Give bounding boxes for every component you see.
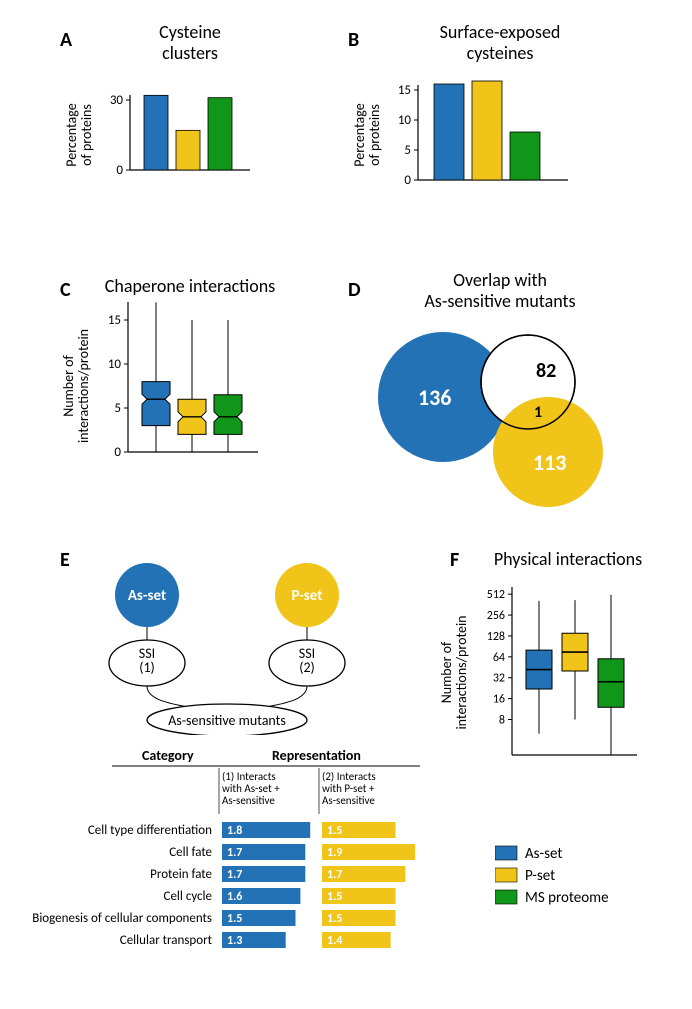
- svg-text:1.5: 1.5: [327, 890, 342, 904]
- svg-text:1.5: 1.5: [327, 824, 342, 838]
- svg-text:Cell cycle: Cell cycle: [164, 889, 212, 904]
- svg-text:Biogenesis of cellular compone: Biogenesis of cellular components: [32, 911, 212, 926]
- svg-text:1.7: 1.7: [327, 868, 342, 882]
- panel-d-label: D: [348, 278, 361, 302]
- svg-text:MS proteome: MS proteome: [525, 889, 609, 907]
- svg-text:SSI(1): SSI(1): [139, 645, 155, 676]
- svg-text:Cell fate: Cell fate: [169, 845, 212, 860]
- svg-text:1.7: 1.7: [227, 868, 242, 882]
- svg-text:1.9: 1.9: [327, 846, 342, 860]
- panel-a-label: A: [60, 28, 72, 52]
- svg-text:1: 1: [534, 403, 542, 422]
- svg-text:Category: Category: [142, 747, 194, 764]
- svg-text:5: 5: [114, 401, 121, 416]
- panel-a-title: Cysteineclusters: [120, 22, 260, 63]
- svg-text:SSI(2): SSI(2): [299, 645, 315, 676]
- svg-text:15: 15: [108, 313, 121, 328]
- svg-text:7: 7: [491, 368, 500, 390]
- svg-text:Cell type differentiation: Cell type differentiation: [88, 823, 212, 838]
- svg-text:15: 15: [398, 83, 411, 98]
- svg-text:64: 64: [493, 651, 505, 665]
- svg-text:1.5: 1.5: [227, 912, 242, 926]
- panel-e-label: E: [60, 548, 70, 572]
- svg-text:30: 30: [110, 93, 124, 108]
- svg-text:(1) Interactswith As-set +As-s: (1) Interactswith As-set +As-sensitive: [222, 770, 280, 807]
- svg-text:82: 82: [536, 359, 556, 383]
- svg-text:113: 113: [533, 449, 566, 476]
- panel-e-table: Category Representation (1) Interactswith …: [22, 742, 442, 992]
- panel-d-title: Overlap withAs-sensitive mutants: [385, 270, 615, 311]
- svg-text:10: 10: [108, 357, 122, 372]
- svg-text:32: 32: [493, 672, 505, 686]
- svg-text:136: 136: [418, 384, 451, 411]
- svg-text:P-set: P-set: [292, 587, 323, 605]
- svg-text:1.3: 1.3: [227, 934, 242, 948]
- svg-text:8: 8: [499, 713, 505, 727]
- panel-e-diagram: As-set P-set SSI(1) SSI(2) As-sensitive muta…: [72, 555, 392, 735]
- svg-text:As-set: As-set: [525, 845, 562, 863]
- svg-text:1.6: 1.6: [227, 890, 242, 904]
- svg-text:0: 0: [404, 173, 411, 188]
- svg-text:Percentageof proteins: Percentageof proteins: [63, 103, 95, 166]
- svg-text:16: 16: [493, 693, 505, 707]
- svg-text:0: 0: [116, 163, 123, 178]
- panel-b-label: B: [348, 28, 359, 52]
- svg-text:1.5: 1.5: [327, 912, 342, 926]
- svg-text:Number ofinteractions/protein: Number ofinteractions/protein: [60, 329, 92, 443]
- svg-text:As-sensitive mutants: As-sensitive mutants: [168, 712, 286, 729]
- svg-text:5: 5: [404, 143, 411, 158]
- svg-text:Number ofinteractions/protein: Number ofinteractions/protein: [440, 615, 470, 729]
- panel-c-title: Chaperone interactions: [80, 275, 300, 297]
- panel-b-title: Surface-exposedcysteines: [400, 22, 600, 63]
- panel-f-label: F: [450, 548, 459, 572]
- svg-text:Cellular transport: Cellular transport: [120, 933, 213, 948]
- panel-c-chart: 0 5 10 15 Number ofinteractions/protein: [60, 302, 300, 462]
- svg-text:0: 0: [114, 445, 121, 460]
- svg-text:256: 256: [487, 609, 505, 623]
- panel-f-chart: 8 16 32 64 128 256 512 Number ofinteractions/pr…: [440, 570, 670, 770]
- svg-text:P-set: P-set: [525, 867, 555, 885]
- svg-text:Protein fate: Protein fate: [150, 867, 212, 882]
- svg-text:Percentageof proteins: Percentageof proteins: [351, 103, 383, 166]
- panel-d-venn: 136 82 113 7 1: [348, 312, 638, 512]
- svg-text:1.4: 1.4: [327, 934, 342, 948]
- legend: As-set P-set MS proteome: [495, 838, 675, 918]
- svg-text:Representation: Representation: [272, 747, 361, 764]
- svg-text:10: 10: [398, 113, 412, 128]
- svg-text:128: 128: [487, 630, 505, 644]
- svg-text:1.8: 1.8: [227, 824, 242, 838]
- svg-text:(2) Interactswith P-set +As-se: (2) Interactswith P-set +As-sensitive: [322, 770, 376, 807]
- panel-c-label: C: [60, 278, 71, 302]
- svg-text:512: 512: [487, 588, 505, 602]
- panel-b-chart: 0 5 10 15 Percentageof proteins: [348, 70, 608, 190]
- svg-text:As-set: As-set: [128, 587, 166, 605]
- panel-a-chart: 0 30 Percentageof proteins: [60, 70, 300, 190]
- svg-text:1.7: 1.7: [227, 846, 242, 860]
- panel-f-title: Physical interactions: [468, 548, 668, 570]
